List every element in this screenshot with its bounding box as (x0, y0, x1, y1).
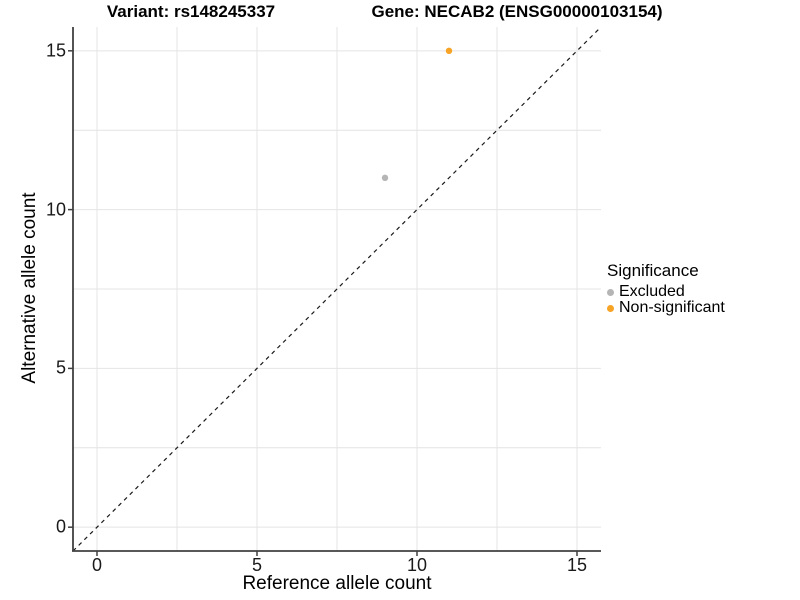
x-axis-title: Reference allele count (242, 573, 432, 594)
variant-title: Variant: rs148245337 (106, 2, 276, 21)
legend-item-non-significant: Non-significant (607, 299, 725, 316)
x-tick-label: 10 (406, 555, 428, 575)
legend-item-excluded: Excluded (607, 283, 725, 300)
legend-item-label: Excluded (619, 283, 685, 300)
identity-dashed-line (72, 26, 602, 552)
y-tick-label: 10 (45, 199, 66, 220)
legend: Significance Excluded Non-significant (607, 261, 725, 316)
y-tick-label: 0 (55, 516, 66, 537)
data-point-excluded (381, 174, 389, 182)
legend-item-label: Non-significant (619, 299, 725, 316)
y-axis-title: Alternative allele count (19, 192, 40, 384)
x-tick-label: 5 (251, 555, 263, 575)
excluded-dot-icon (607, 288, 614, 296)
x-tick-label: 0 (91, 555, 103, 575)
x-tick-label: 15 (566, 555, 588, 575)
non-significant-dot-icon (607, 304, 614, 312)
legend-title: Significance (607, 261, 699, 280)
y-tick-label: 15 (45, 40, 66, 61)
gene-title: Gene: NECAB2 (ENSG00000103154) (371, 2, 663, 21)
data-point-non-significant (445, 47, 453, 55)
y-tick-label: 5 (55, 357, 66, 378)
